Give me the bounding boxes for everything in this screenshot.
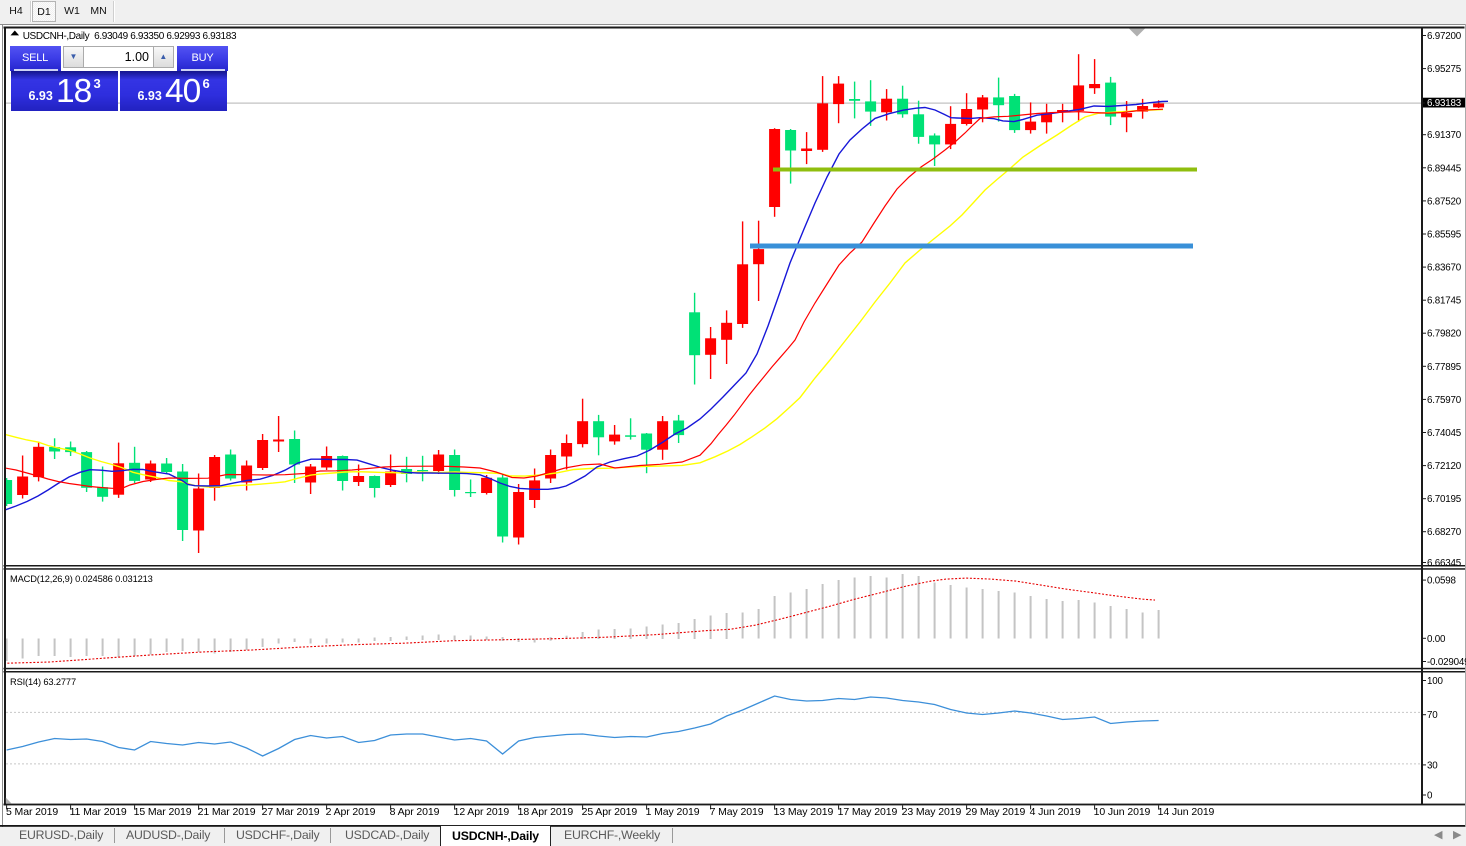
svg-text:23 May 2019: 23 May 2019 bbox=[902, 806, 962, 818]
svg-text:25 Apr 2019: 25 Apr 2019 bbox=[582, 806, 638, 818]
svg-text:6.77895: 6.77895 bbox=[1427, 362, 1462, 373]
svg-text:27 Mar 2019: 27 Mar 2019 bbox=[262, 806, 320, 818]
svg-text:USDCNH-,Daily 6.93049 6.93350: USDCNH-,Daily 6.93049 6.93350 6.92993 6.… bbox=[23, 31, 237, 42]
svg-text:70: 70 bbox=[1427, 710, 1438, 721]
svg-text:17 May 2019: 17 May 2019 bbox=[838, 806, 898, 818]
svg-text:10 Jun 2019: 10 Jun 2019 bbox=[1094, 806, 1151, 818]
svg-text:0: 0 bbox=[1427, 791, 1433, 802]
svg-text:100: 100 bbox=[1427, 676, 1443, 687]
svg-text:29 May 2019: 29 May 2019 bbox=[966, 806, 1026, 818]
svg-text:6.75970: 6.75970 bbox=[1427, 395, 1462, 406]
svg-text:6.97200: 6.97200 bbox=[1427, 31, 1462, 42]
svg-text:6.89445: 6.89445 bbox=[1427, 163, 1462, 174]
svg-text:4 Jun 2019: 4 Jun 2019 bbox=[1030, 806, 1081, 818]
svg-text:6.81745: 6.81745 bbox=[1427, 296, 1462, 307]
svg-text:6.72120: 6.72120 bbox=[1427, 461, 1462, 472]
svg-text:14 Jun 2019: 14 Jun 2019 bbox=[1158, 806, 1215, 818]
svg-text:6.85595: 6.85595 bbox=[1427, 230, 1462, 241]
svg-text:6.66345: 6.66345 bbox=[1427, 558, 1462, 569]
svg-text:6.79820: 6.79820 bbox=[1427, 329, 1462, 340]
svg-text:11 Mar 2019: 11 Mar 2019 bbox=[70, 806, 127, 818]
svg-text:13 May 2019: 13 May 2019 bbox=[774, 806, 834, 818]
svg-text:6.87520: 6.87520 bbox=[1427, 196, 1462, 207]
svg-text:0.00: 0.00 bbox=[1427, 634, 1446, 645]
svg-text:7 May 2019: 7 May 2019 bbox=[710, 806, 764, 818]
svg-text:30: 30 bbox=[1427, 760, 1438, 771]
svg-text:6.93183: 6.93183 bbox=[1427, 98, 1462, 109]
svg-text:12 Apr 2019: 12 Apr 2019 bbox=[454, 806, 510, 818]
svg-text:6.70195: 6.70195 bbox=[1427, 494, 1462, 505]
svg-text:RSI(14) 63.2777: RSI(14) 63.2777 bbox=[10, 677, 76, 687]
svg-text:18 Apr 2019: 18 Apr 2019 bbox=[518, 806, 574, 818]
svg-text:0.0598: 0.0598 bbox=[1427, 576, 1457, 587]
svg-text:5 Mar 2019: 5 Mar 2019 bbox=[6, 806, 58, 818]
svg-text:8 Apr 2019: 8 Apr 2019 bbox=[390, 806, 440, 818]
svg-text:6.74045: 6.74045 bbox=[1427, 428, 1462, 439]
svg-text:6.91370: 6.91370 bbox=[1427, 130, 1462, 141]
svg-text:6.95275: 6.95275 bbox=[1427, 64, 1462, 75]
svg-text:6.68270: 6.68270 bbox=[1427, 527, 1462, 538]
svg-text:6.83670: 6.83670 bbox=[1427, 263, 1462, 274]
svg-text:2 Apr 2019: 2 Apr 2019 bbox=[326, 806, 376, 818]
svg-text:MACD(12,26,9) 0.024586 0.03121: MACD(12,26,9) 0.024586 0.031213 bbox=[10, 574, 153, 584]
svg-text:-0.029049: -0.029049 bbox=[1427, 657, 1466, 668]
svg-text:15 Mar 2019: 15 Mar 2019 bbox=[134, 806, 192, 818]
svg-text:1 May 2019: 1 May 2019 bbox=[646, 806, 700, 818]
svg-text:21 Mar 2019: 21 Mar 2019 bbox=[198, 806, 256, 818]
